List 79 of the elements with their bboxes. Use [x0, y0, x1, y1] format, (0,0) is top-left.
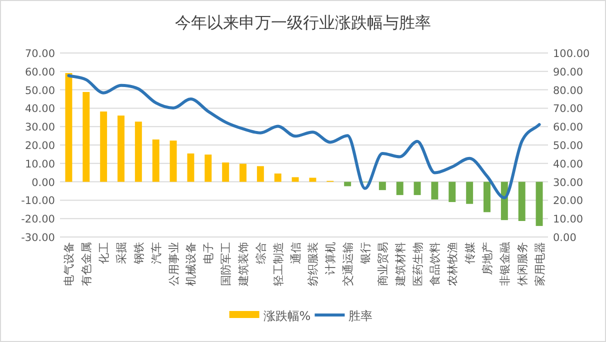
x-tick-label: 医药生物: [411, 242, 424, 286]
y-tick-label: 40.00: [24, 103, 55, 116]
bar: [118, 116, 124, 182]
bar: [518, 182, 526, 221]
x-tick-label: 休闲服务: [516, 242, 529, 286]
bar: [396, 182, 404, 196]
bar: [100, 112, 108, 182]
bar: [152, 139, 160, 182]
y2-tick-label: 60.00: [553, 122, 584, 134]
y-tick-label: 50.00: [24, 84, 55, 97]
x-tick-label: 电子: [202, 242, 216, 264]
y2-tick-label: 40.00: [553, 158, 584, 170]
x-tick-label: 公用事业: [167, 242, 180, 286]
bar: [256, 166, 264, 182]
y2-tick-label: 20.00: [553, 195, 584, 208]
x-tick-label: 传媒: [464, 242, 477, 264]
legend-label: 胜率: [348, 309, 373, 323]
bar: [134, 122, 142, 182]
y2-tick-label: 100.00: [553, 48, 590, 60]
x-tick-label: 银行: [359, 242, 372, 265]
x-tick-label: 采掘: [115, 242, 128, 264]
x-tick-label: 轻工制造: [272, 242, 285, 286]
x-tick-label: 食品饮料: [428, 242, 442, 286]
bar: [431, 182, 438, 200]
bar: [274, 174, 282, 182]
bar: [414, 182, 421, 196]
y2-tick-label: 30.00: [553, 176, 584, 189]
y-tick-label: -20.00: [21, 214, 55, 226]
bar: [222, 162, 230, 182]
y2-tick-label: 0.00: [553, 232, 576, 244]
bar: [344, 182, 352, 186]
bar: [309, 178, 316, 182]
y-tick-label: 20.00: [24, 140, 55, 152]
bar: [484, 182, 490, 212]
bar: [170, 140, 177, 182]
x-tick-label: 通信: [289, 242, 302, 264]
x-tick-label: 建筑装饰: [237, 242, 250, 287]
bar: [378, 182, 386, 190]
y-tick-label: 10.00: [24, 158, 55, 170]
bar: [448, 182, 456, 202]
x-tick-label: 机械设备: [184, 242, 198, 286]
x-tick-label: 农林牧渔: [446, 242, 460, 286]
y-tick-label: 0.00: [32, 176, 55, 189]
chart-title: 今年以来申万一级行业涨跌幅与胜率: [175, 13, 431, 32]
bar: [82, 92, 90, 182]
y2-tick-label: 50.00: [553, 140, 584, 152]
bar: [536, 182, 543, 226]
x-tick-label: 电气设备: [62, 242, 76, 286]
bar: [466, 182, 474, 204]
y2-tick-label: 90.00: [553, 66, 584, 78]
line-series: [67, 74, 541, 200]
x-tick-label: 交通运输: [342, 242, 355, 286]
bar: [65, 73, 72, 182]
x-tick-label: 建筑材料: [394, 242, 407, 287]
y-tick-label: 70.00: [24, 48, 55, 60]
x-tick-label: 汽车: [150, 242, 163, 264]
y-tick-label: -10.00: [21, 195, 55, 208]
x-tick-label: 计算机: [324, 242, 338, 275]
y2-tick-label: 70.00: [553, 103, 584, 116]
bar: [204, 154, 212, 182]
bar: [240, 164, 246, 182]
x-tick-label: 钢铁: [132, 242, 146, 265]
bar: [187, 153, 194, 182]
y2-tick-label: 10.00: [553, 214, 584, 226]
y2-tick-label: 80.00: [553, 84, 584, 97]
x-tick-label: 综合: [254, 242, 268, 264]
x-tick-label: 房地产: [481, 242, 494, 275]
y-tick-label: 60.00: [24, 66, 55, 78]
bar: [292, 177, 299, 182]
x-tick-label: 纺织服装: [306, 242, 320, 286]
x-tick-label: 商业贸易: [376, 242, 390, 286]
x-tick-label: 有色金属: [80, 242, 94, 286]
x-tick-label: 国防军工: [220, 242, 233, 286]
legend-label: 涨跌幅%: [263, 309, 311, 323]
x-tick-label: 化工: [98, 242, 111, 264]
x-tick-label: 家用电器: [533, 242, 546, 286]
x-tick-label: 非银金融: [498, 242, 512, 286]
y-tick-label: -30.00: [21, 232, 55, 244]
y-tick-label: 30.00: [24, 122, 55, 134]
